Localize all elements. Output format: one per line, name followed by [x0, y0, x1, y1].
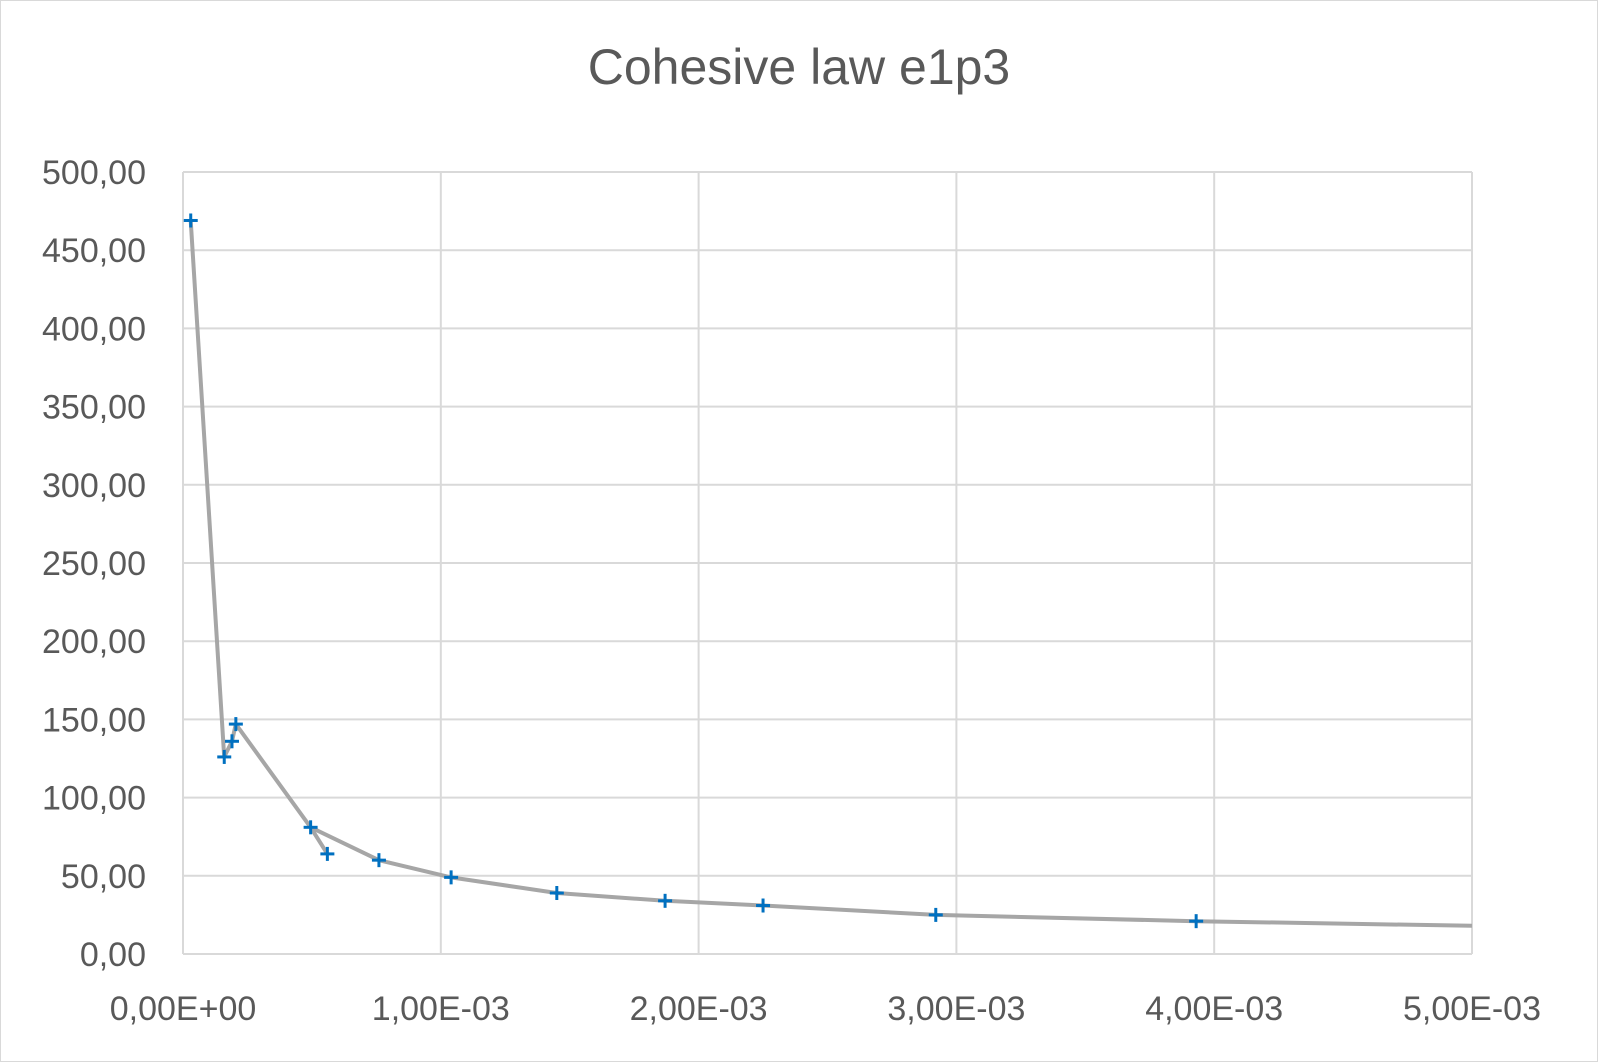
axis-layer	[182, 172, 1472, 955]
y-tick-label: 150,00	[42, 701, 146, 739]
x-tick-label: 2,00E-03	[630, 990, 768, 1028]
data-point-marker	[228, 717, 243, 732]
y-tick-label: 500,00	[42, 154, 146, 192]
data-point-marker	[1189, 914, 1204, 929]
series-line	[188, 220, 1473, 928]
tick-label-layer: 0,00 50,00 100,00 150,00 200,00 250,00 300,00 3…	[42, 154, 1541, 1028]
x-tick-label: 3,00E-03	[887, 990, 1025, 1028]
y-tick-label: 100,00	[42, 780, 146, 818]
data-point-marker	[928, 907, 943, 922]
data-point-marker	[183, 213, 198, 228]
x-tick-label: 0,00E+00	[110, 990, 257, 1028]
data-point-marker	[444, 870, 459, 885]
series-line-layer	[188, 220, 1473, 928]
x-tick-label: 5,00E-03	[1403, 990, 1541, 1028]
y-tick-label: 50,00	[61, 858, 146, 896]
data-point-marker	[658, 893, 673, 908]
series-marker-layer	[183, 213, 1204, 929]
data-point-marker	[549, 886, 564, 901]
chart-title: Cohesive law e1p3	[587, 39, 1011, 95]
y-tick-label: 200,00	[42, 623, 146, 661]
data-point-marker	[371, 853, 386, 868]
data-point-marker	[303, 820, 318, 835]
grid-layer	[183, 171, 1473, 954]
y-tick-label: 400,00	[42, 310, 146, 348]
data-point-marker	[320, 846, 335, 861]
x-tick-label: 4,00E-03	[1145, 990, 1283, 1028]
y-tick-label: 250,00	[42, 545, 146, 583]
y-tick-label: 450,00	[42, 232, 146, 270]
data-point-marker	[224, 734, 239, 749]
data-point-marker	[756, 898, 771, 913]
data-point-marker	[217, 749, 232, 764]
y-tick-label: 0,00	[80, 936, 146, 974]
y-tick-label: 300,00	[42, 467, 146, 505]
x-tick-label: 1,00E-03	[372, 990, 510, 1028]
y-tick-label: 350,00	[42, 389, 146, 427]
